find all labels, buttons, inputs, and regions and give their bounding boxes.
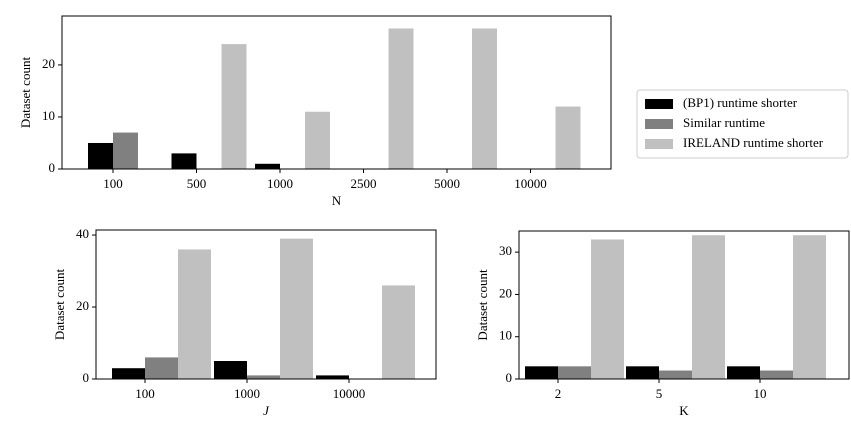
bar — [626, 366, 659, 379]
y-tick-label: 40 — [76, 226, 89, 241]
y-axis-label: Dataset count — [18, 57, 33, 129]
bar — [113, 132, 138, 169]
bar — [255, 163, 280, 169]
x-tick-label: 2 — [555, 386, 562, 401]
legend-label: (BP1) runtime shorter — [683, 95, 798, 110]
x-tick-label: 100 — [135, 386, 155, 401]
bar — [214, 361, 247, 379]
bar — [221, 44, 247, 170]
x-axis-label: N — [332, 193, 342, 208]
x-tick-label: 500 — [187, 176, 207, 191]
bar — [178, 249, 211, 379]
legend-label: IRELAND runtime shorter — [683, 135, 824, 150]
bar — [280, 238, 313, 379]
axes-frame — [95, 229, 437, 380]
bar — [555, 106, 581, 169]
y-tick-label: 10 — [499, 328, 512, 343]
y-axis-label: Dataset count — [52, 269, 67, 341]
y-tick-label: 20 — [499, 285, 512, 300]
legend-swatch — [645, 99, 673, 109]
legend-swatch — [645, 139, 673, 149]
bar — [793, 235, 826, 379]
y-tick-label: 0 — [506, 370, 513, 385]
bar — [145, 357, 178, 379]
x-axis-label: J — [263, 403, 270, 418]
x-tick-label: 5000 — [434, 176, 460, 191]
bar — [472, 28, 497, 170]
x-axis-label: K — [679, 403, 689, 418]
y-tick-label: 20 — [42, 56, 55, 71]
bar — [112, 368, 145, 379]
y-tick-label: 10 — [42, 108, 55, 123]
axes-frame — [61, 15, 612, 170]
bar — [525, 366, 558, 379]
bar — [692, 235, 725, 379]
y-tick-label: 0 — [49, 160, 56, 175]
bar — [316, 375, 349, 379]
x-tick-label: 100 — [103, 176, 123, 191]
axes-frame — [518, 230, 850, 380]
bar — [659, 370, 692, 379]
y-tick-label: 20 — [76, 298, 89, 313]
x-tick-label: 10000 — [333, 386, 366, 401]
y-axis-label: Dataset count — [475, 269, 490, 341]
bar — [558, 366, 591, 379]
legend-box — [636, 89, 849, 159]
bar — [171, 153, 197, 169]
bar — [727, 366, 760, 379]
x-tick-label: 1000 — [234, 386, 260, 401]
bar — [388, 28, 414, 170]
bar — [247, 375, 280, 379]
x-tick-label: 1000 — [267, 176, 293, 191]
x-tick-label: 5 — [656, 386, 663, 401]
legend-label: Similar runtime — [683, 115, 765, 130]
bar — [591, 239, 624, 379]
x-tick-label: 10000 — [514, 176, 547, 191]
x-tick-label: 10 — [754, 386, 767, 401]
legend-swatch — [645, 119, 673, 129]
x-tick-label: 2500 — [351, 176, 377, 191]
bar — [88, 142, 113, 169]
y-tick-label: 0 — [83, 370, 90, 385]
bar — [305, 111, 330, 169]
bar — [760, 370, 793, 379]
y-tick-label: 30 — [499, 243, 512, 258]
bar — [382, 285, 415, 379]
